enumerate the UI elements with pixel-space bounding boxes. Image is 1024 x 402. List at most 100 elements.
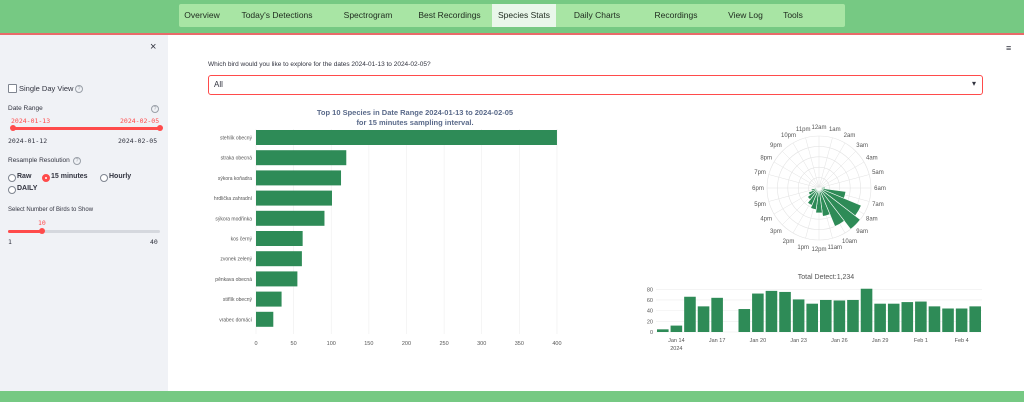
- x-tick-label: Jan 14: [668, 338, 685, 344]
- top-navbar: Overview Today's Detections Spectrogram …: [0, 0, 1024, 35]
- bar: [928, 306, 941, 332]
- polar-spoke: [768, 174, 820, 189]
- hour-label: 3pm: [770, 229, 782, 235]
- date-end-handle[interactable]: [157, 125, 163, 131]
- hour-label: 5pm: [754, 202, 766, 208]
- polar-bar: [816, 187, 820, 189]
- num-birds-track: [8, 230, 160, 233]
- category-label: sýkora koňadra: [218, 176, 252, 182]
- bar: [256, 210, 325, 226]
- tab-species-stats[interactable]: Species Stats: [492, 4, 556, 27]
- x-tick-label: 100: [327, 341, 336, 347]
- num-birds-label: Select Number of Birds to Show: [8, 207, 94, 213]
- date-start-value: 2024-01-13: [11, 117, 51, 125]
- single-day-checkbox[interactable]: [8, 84, 17, 93]
- radio-15-minutes[interactable]: [42, 174, 50, 182]
- category-label: stehlík obecný: [220, 136, 252, 142]
- radio-raw[interactable]: [8, 174, 16, 182]
- hour-label: 11am: [827, 245, 842, 251]
- bar: [256, 190, 332, 206]
- bar: [256, 271, 298, 287]
- bar: [670, 325, 683, 332]
- hour-label: 6am: [874, 186, 886, 192]
- category-label: kos černý: [231, 237, 253, 243]
- bar: [792, 299, 805, 332]
- polar-bar: [807, 187, 820, 206]
- x-tick-label: Feb 1: [914, 338, 928, 344]
- hamburger-menu-icon[interactable]: ≡: [1006, 43, 1012, 53]
- sidebar: × Single Day View ? Date Range ? 2024-01…: [0, 35, 168, 391]
- polar-spoke: [773, 161, 820, 189]
- x-tick-label: 150: [364, 341, 373, 347]
- bar: [806, 303, 818, 332]
- bar: [779, 291, 791, 332]
- radio-daily[interactable]: [8, 186, 16, 194]
- num-birds-handle[interactable]: [39, 228, 45, 234]
- radio-hourly[interactable]: [100, 174, 108, 182]
- radio-daily-label: DAILY: [17, 185, 38, 192]
- category-label: hrdlička zahradní: [214, 196, 253, 202]
- hour-label: 4am: [866, 156, 878, 162]
- hour-label: 2pm: [783, 239, 795, 245]
- help-icon[interactable]: ?: [151, 105, 159, 113]
- help-icon[interactable]: ?: [75, 85, 83, 93]
- hour-label: 1pm: [797, 245, 809, 251]
- polar-bar: [818, 187, 845, 227]
- hour-label: 7am: [872, 202, 884, 208]
- x-tick-label: Jan 17: [709, 338, 726, 344]
- hour-label: 8am: [866, 217, 878, 223]
- hour-label: 3am: [856, 143, 868, 149]
- bar: [847, 299, 859, 332]
- hour-label: 11pm: [796, 127, 811, 133]
- x-tick-label: Jan 20: [750, 338, 767, 344]
- bottom-bar: [0, 391, 1024, 402]
- polar-spoke: [768, 187, 820, 202]
- category-label: straka obecná: [221, 156, 253, 162]
- tab-tools[interactable]: Tools: [783, 10, 803, 20]
- date-end-value: 2024-02-05: [120, 117, 160, 125]
- y-tick-label: 0: [650, 330, 653, 336]
- date-range-max: 2024-02-05: [118, 137, 158, 145]
- x-tick-label: 400: [552, 341, 561, 347]
- hour-label: 8pm: [760, 156, 772, 162]
- y-tick-label: 40: [647, 309, 653, 315]
- polar-spoke: [805, 137, 820, 189]
- polar-bar: [810, 187, 820, 192]
- species-question: Which bird would you like to explore for…: [208, 61, 431, 68]
- hour-label: 12am: [811, 125, 826, 131]
- bar: [684, 296, 696, 332]
- close-icon[interactable]: ×: [150, 41, 157, 53]
- x-tick-label: 200: [402, 341, 411, 347]
- daily-chart-title: Total Detect:1,234: [798, 274, 855, 281]
- bar: [711, 297, 723, 332]
- x-tick-label: 50: [291, 341, 297, 347]
- x-tick-label: 350: [515, 341, 524, 347]
- hour-label: 2am: [844, 133, 856, 139]
- bar: [752, 293, 764, 332]
- bar: [256, 130, 557, 145]
- tab-todays-detections[interactable]: Today's Detections: [241, 10, 313, 20]
- bar: [256, 311, 274, 327]
- polar-spoke: [818, 142, 846, 189]
- hour-label: 5am: [872, 170, 884, 176]
- category-label: stiřlík obecný: [223, 297, 253, 303]
- tab-best-recordings[interactable]: Best Recordings: [418, 10, 481, 20]
- species-select[interactable]: All ▾: [208, 75, 983, 95]
- tab-spectrogram[interactable]: Spectrogram: [343, 10, 393, 20]
- tab-overview[interactable]: Overview: [184, 10, 220, 20]
- x-tick-label: Feb 4: [955, 338, 969, 344]
- bar: [765, 290, 778, 332]
- date-start-handle[interactable]: [10, 125, 16, 131]
- bar: [915, 301, 927, 332]
- polar-bar: [818, 187, 861, 230]
- bar: [887, 303, 900, 332]
- tab-daily-charts[interactable]: Daily Charts: [573, 10, 621, 20]
- tab-view-log[interactable]: View Log: [728, 10, 763, 20]
- date-range-label: Date Range: [8, 105, 43, 112]
- polar-spoke: [782, 151, 820, 189]
- y-tick-label: 80: [647, 287, 653, 293]
- tab-recordings[interactable]: Recordings: [654, 10, 698, 20]
- bar: [874, 303, 886, 332]
- polar-spoke: [792, 142, 820, 189]
- help-icon[interactable]: ?: [73, 157, 81, 165]
